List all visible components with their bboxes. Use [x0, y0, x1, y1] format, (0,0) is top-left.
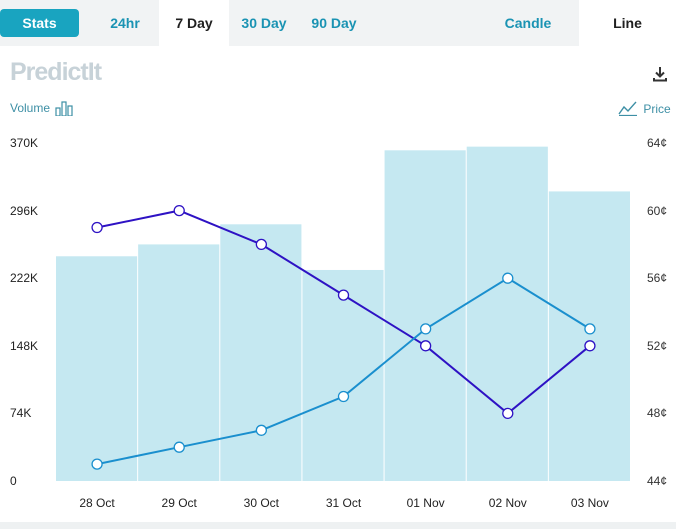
predictit-logo: PredictIt	[10, 58, 102, 86]
price-point	[173, 441, 185, 453]
price-legend: Price	[618, 100, 671, 117]
tab-30-day[interactable]: 30 Day	[241, 15, 287, 31]
stats-button[interactable]: Stats	[0, 9, 79, 37]
x-axis-tick-label: 31 Oct	[325, 496, 362, 510]
tab-90-day[interactable]: 90 Day	[311, 15, 357, 31]
right-axis-tick-label: 48¢	[647, 406, 668, 421]
price-point	[584, 323, 596, 335]
volume-legend-label: Volume	[10, 101, 51, 115]
logo-text: PredictIt	[10, 58, 102, 86]
tab-line[interactable]: Line	[579, 0, 676, 46]
left-axis-tick-label: 296K	[10, 203, 39, 218]
left-axis-tick-label: 370K	[10, 136, 39, 150]
volume-bar	[220, 224, 302, 481]
left-axis-tick-label: 222K	[10, 271, 39, 286]
volume-bar	[466, 146, 548, 481]
left-axis-tick-label: 74K	[10, 406, 32, 421]
volume-bar	[56, 256, 138, 481]
x-axis-tick-label: 30 Oct	[243, 496, 280, 510]
price-point	[337, 289, 350, 301]
price-point	[91, 221, 103, 234]
right-axis-tick-label: 52¢	[647, 338, 668, 353]
x-axis-tick-label: 02 Nov	[488, 496, 527, 510]
volume-bar	[384, 150, 466, 481]
footer-strip	[0, 522, 676, 529]
right-axis-tick-label: 56¢	[647, 271, 668, 286]
x-axis-tick-label: 03 Nov	[570, 496, 609, 510]
x-axis-tick-label: 29 Oct	[161, 496, 197, 510]
left-axis-tick-label: 0	[10, 474, 17, 488]
x-axis-tick-label: 28 Oct	[79, 496, 115, 510]
tab-7-day[interactable]: 7 Day	[159, 0, 229, 46]
price-point	[584, 340, 596, 352]
download-icon[interactable]	[650, 64, 670, 84]
price-point	[419, 340, 432, 352]
right-axis-tick-label: 44¢	[647, 474, 668, 488]
right-axis-tick-label: 64¢	[647, 136, 668, 150]
right-axis-tick-label: 60¢	[647, 203, 668, 218]
tab-candle[interactable]: Candle	[504, 15, 552, 31]
price-point	[173, 204, 185, 217]
price-point	[91, 458, 103, 470]
price-point	[255, 238, 268, 251]
volume-bar	[548, 191, 630, 482]
line-chart-icon	[618, 101, 637, 117]
range-tab-bar: Stats 24hr 7 Day 30 Day 90 Day Candle Li…	[0, 0, 676, 46]
price-point	[502, 407, 514, 420]
price-legend-label: Price	[643, 102, 671, 116]
price-point	[502, 272, 514, 284]
left-axis-tick-label: 148K	[10, 338, 39, 353]
price-point	[337, 390, 350, 403]
price-point	[255, 424, 268, 436]
tab-24hr[interactable]: 24hr	[110, 15, 140, 31]
volume-bar	[302, 269, 384, 481]
price-point	[419, 323, 432, 335]
x-axis-tick-label: 01 Nov	[406, 496, 445, 510]
